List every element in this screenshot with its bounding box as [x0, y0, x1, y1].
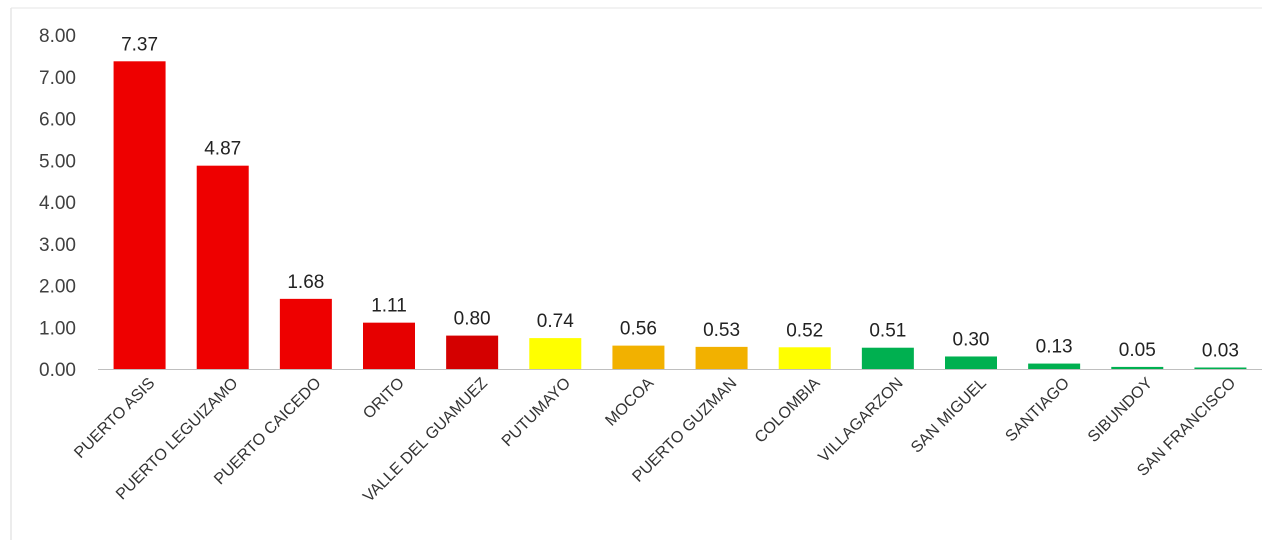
y-tick-label: 3.00	[39, 235, 76, 256]
x-tick-label: COLOMBIA	[752, 375, 824, 447]
data-label: 0.03	[1202, 341, 1239, 362]
y-tick-label: 8.00	[39, 26, 76, 47]
data-label: 0.74	[537, 311, 574, 332]
y-tick-label: 2.00	[39, 277, 76, 298]
data-label: 7.37	[121, 34, 158, 55]
data-label: 0.05	[1119, 340, 1156, 361]
data-label: 0.53	[703, 320, 740, 341]
bar	[446, 335, 499, 369]
y-axis: 0.00 1.00 2.00 3.00 4.00 5.00 6.00 7.00 8.00	[39, 26, 76, 381]
bar	[363, 322, 415, 369]
bar	[196, 165, 249, 369]
y-tick-label: 7.00	[39, 68, 76, 89]
bar	[945, 356, 997, 369]
x-tick-label: SAN MIGUEL	[908, 375, 990, 457]
data-labels: 7.37 4.87 1.68 1.11 0.80 0.74 0.56 0.53 0.52 0.51…	[121, 34, 1239, 361]
data-label: 1.11	[371, 296, 407, 317]
bar	[279, 298, 332, 369]
x-tick-label: SANTIAGO	[1002, 375, 1072, 445]
data-label: 0.30	[953, 329, 990, 350]
bar	[113, 61, 166, 370]
x-tick-label: MOCOA	[602, 375, 657, 430]
bars	[113, 61, 1247, 370]
y-tick-label: 0.00	[39, 360, 76, 381]
data-label: 0.52	[786, 320, 823, 341]
data-label: 0.51	[869, 321, 906, 342]
bar	[1028, 363, 1081, 369]
y-tick-label: 1.00	[39, 318, 76, 339]
x-tick-label: ORITO	[360, 375, 408, 423]
data-label: 0.80	[454, 309, 491, 330]
data-label: 0.56	[620, 319, 657, 340]
bar	[695, 346, 748, 369]
y-tick-label: 5.00	[39, 151, 76, 172]
y-tick-label: 4.00	[39, 193, 76, 214]
x-tick-label: PUERTO ASIS	[71, 375, 158, 462]
bar	[612, 345, 665, 369]
bar	[529, 338, 582, 369]
bar	[1194, 367, 1247, 369]
data-label: 0.13	[1036, 337, 1073, 358]
bar	[1111, 366, 1164, 369]
y-tick-label: 6.00	[39, 110, 76, 131]
data-label: 1.68	[287, 272, 324, 293]
bar	[778, 347, 831, 369]
data-label: 4.87	[204, 139, 241, 160]
x-tick-label: PUTUMAYO	[499, 375, 574, 450]
bar	[861, 347, 914, 369]
x-tick-label: SIBUNDOY	[1085, 375, 1156, 446]
x-tick-label: VILLAGARZON	[815, 375, 906, 466]
